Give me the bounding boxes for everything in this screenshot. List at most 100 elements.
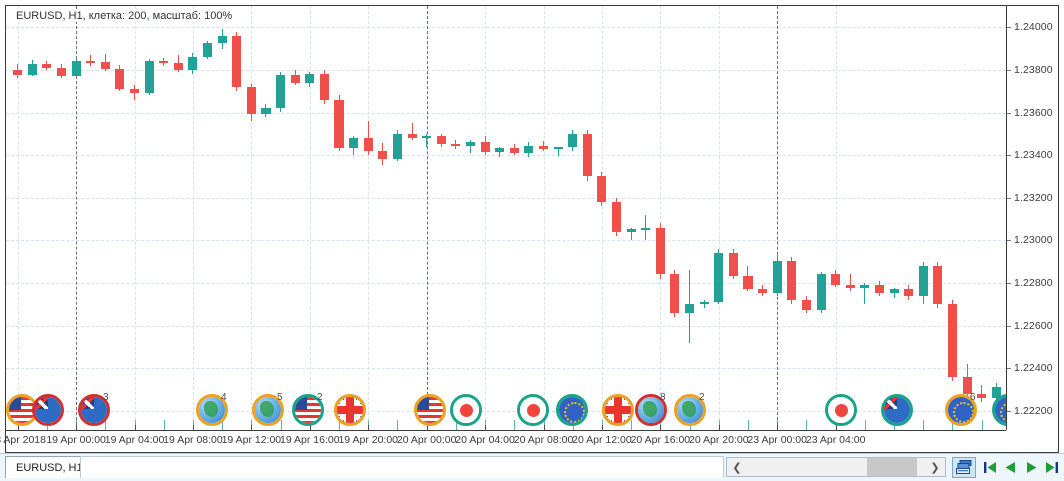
price-tick bbox=[1007, 410, 1011, 412]
candle-body bbox=[743, 276, 753, 289]
candlestick bbox=[451, 6, 461, 430]
economic-event-marker-jp[interactable] bbox=[450, 394, 482, 426]
time-axis-label: 19 Apr 08:00 bbox=[163, 434, 223, 446]
skip-first-icon bbox=[984, 462, 996, 473]
time-tick bbox=[718, 425, 720, 431]
nav-last-button[interactable] bbox=[1042, 457, 1062, 478]
scroll-left-arrow-icon[interactable]: ❮ bbox=[732, 461, 742, 474]
candlestick bbox=[933, 6, 943, 430]
candle-body bbox=[991, 387, 1001, 399]
time-axis-label: 20 Apr 04:00 bbox=[455, 434, 515, 446]
candle-body bbox=[261, 108, 271, 115]
candle-body bbox=[524, 145, 534, 153]
economic-event-marker-us[interactable]: 2 bbox=[292, 392, 324, 426]
economic-event-marker-globe[interactable]: 8 bbox=[635, 392, 667, 426]
price-axis-label: 1.23000 bbox=[1014, 234, 1053, 247]
event-count-badge: 2 bbox=[317, 392, 323, 403]
candle-body bbox=[334, 99, 344, 149]
tab-strip-empty[interactable] bbox=[80, 456, 724, 478]
candle-body bbox=[290, 75, 300, 83]
price-tick bbox=[1007, 282, 1011, 284]
economic-event-marker-jp[interactable] bbox=[825, 394, 857, 426]
candlestick bbox=[349, 6, 359, 430]
candle-body bbox=[787, 260, 797, 300]
candlestick bbox=[495, 6, 505, 430]
candle-body bbox=[27, 63, 37, 76]
time-axis-label: 19 Apr 04:00 bbox=[104, 434, 165, 446]
economic-event-marker-nz[interactable] bbox=[881, 394, 913, 426]
economic-event-marker-uk[interactable] bbox=[334, 394, 366, 426]
minor-tick bbox=[105, 420, 107, 430]
time-tick bbox=[192, 425, 194, 431]
candle-wick bbox=[469, 140, 471, 153]
economic-event-marker-globe[interactable]: 5 bbox=[252, 392, 284, 426]
economic-event-marker-uk[interactable] bbox=[602, 394, 634, 426]
minor-tick bbox=[163, 420, 165, 430]
horizontal-scrollbar[interactable]: ❮ ❯ bbox=[726, 457, 946, 477]
scrollbar-thumb[interactable] bbox=[867, 458, 917, 476]
chart-title: EURUSD, H1, клетка: 200, масштаб: 100% bbox=[14, 10, 235, 22]
step-back-icon bbox=[1005, 462, 1015, 473]
scroll-right-arrow-icon[interactable]: ❯ bbox=[930, 461, 940, 474]
candlestick bbox=[538, 6, 549, 430]
candlestick bbox=[947, 6, 957, 430]
economic-event-marker-us[interactable] bbox=[414, 394, 446, 426]
economic-event-marker-eu[interactable]: 6 bbox=[945, 392, 977, 426]
candlestick bbox=[874, 6, 884, 430]
candle-body bbox=[203, 43, 213, 57]
candlestick bbox=[626, 6, 636, 430]
candlestick bbox=[670, 6, 680, 430]
candlestick bbox=[553, 6, 563, 430]
candlestick bbox=[758, 6, 768, 430]
tile-windows-button[interactable] bbox=[952, 457, 976, 478]
economic-event-marker-nz[interactable] bbox=[32, 394, 64, 426]
candlestick bbox=[685, 6, 695, 430]
economic-event-marker-globe[interactable]: 2 bbox=[674, 392, 706, 426]
economic-event-marker-us[interactable] bbox=[6, 394, 38, 426]
candle-body bbox=[947, 304, 957, 377]
candle-body bbox=[71, 61, 81, 76]
candlestick bbox=[714, 6, 724, 430]
candle-body bbox=[392, 133, 402, 160]
candlestick bbox=[699, 6, 709, 430]
economic-event-marker-globe[interactable]: 4 bbox=[196, 392, 228, 426]
grid-line-horizontal bbox=[6, 368, 1006, 370]
candlestick bbox=[904, 6, 914, 430]
scrollbar-track[interactable] bbox=[747, 458, 925, 476]
candle-body bbox=[685, 304, 695, 313]
flag-icon-nz bbox=[35, 397, 61, 423]
flag-icon-globe bbox=[677, 397, 703, 423]
candlestick bbox=[173, 6, 183, 430]
candlestick bbox=[188, 6, 198, 430]
chart-frame[interactable]: EURUSD, H1, клетка: 200, масштаб: 100% 3… bbox=[0, 5, 1059, 453]
economic-event-marker-eu[interactable] bbox=[992, 394, 1006, 426]
time-tick bbox=[777, 425, 779, 431]
chart-plot-area[interactable]: 3 4 5 2 8 2 6 bbox=[6, 6, 1006, 430]
economic-event-marker-au[interactable]: 3 bbox=[78, 392, 110, 426]
economic-event-marker-jp[interactable] bbox=[517, 394, 549, 426]
candle-body bbox=[860, 285, 870, 289]
nav-first-button[interactable] bbox=[980, 457, 1000, 478]
candle-body bbox=[670, 274, 680, 313]
price-axis[interactable]: 1.24000 1.23800 1.23600 1.23400 1.23200 1.230… bbox=[1006, 6, 1058, 430]
nav-prev-button[interactable] bbox=[1000, 457, 1020, 478]
candle-body bbox=[465, 142, 475, 147]
candlestick bbox=[13, 6, 23, 430]
candlestick bbox=[144, 6, 154, 430]
flag-icon-au bbox=[81, 397, 107, 423]
time-axis-label: 20 Apr 12:00 bbox=[572, 434, 632, 446]
candle-body bbox=[451, 144, 461, 147]
time-tick bbox=[835, 425, 837, 431]
candlestick bbox=[319, 6, 329, 430]
candlestick bbox=[787, 6, 797, 430]
minor-tick bbox=[222, 420, 224, 430]
flag-icon-us bbox=[9, 397, 35, 423]
price-tick bbox=[1007, 27, 1011, 29]
economic-event-marker-eu[interactable] bbox=[556, 394, 588, 426]
nav-next-button[interactable] bbox=[1022, 457, 1042, 478]
time-axis-label: 19 Apr 12:00 bbox=[221, 434, 282, 446]
flag-icon-us bbox=[417, 397, 443, 423]
candle-body bbox=[407, 133, 417, 139]
candle-body bbox=[480, 142, 490, 152]
